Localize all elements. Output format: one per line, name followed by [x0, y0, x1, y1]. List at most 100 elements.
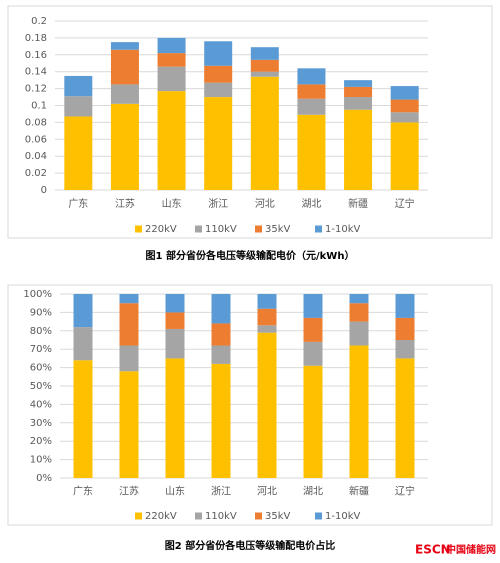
legend-label: 110kV	[205, 224, 237, 235]
watermark-site: 中国储能网	[446, 543, 496, 556]
bar-segment	[204, 41, 233, 66]
x-tick-label: 湖北	[303, 486, 323, 498]
bar-segment	[157, 53, 186, 67]
bar-segment	[119, 345, 139, 372]
bar-segment	[303, 294, 323, 318]
y-tick-label: 0%	[36, 473, 52, 484]
caption: 图1 部分省份各电压等级输配电价（元/kWh）	[146, 249, 355, 262]
bar-segment	[390, 112, 419, 123]
bar-segment	[257, 332, 277, 478]
bar-segment	[73, 360, 93, 478]
x-tick-label: 江苏	[115, 197, 135, 210]
bar-segment	[165, 312, 185, 329]
bar-segment	[395, 340, 415, 359]
y-tick-label: 30%	[30, 418, 52, 429]
bar-segment	[257, 308, 277, 326]
bar-segment	[204, 97, 233, 190]
bar-segment	[349, 294, 369, 304]
x-tick-label: 湖北	[301, 198, 321, 210]
bar-segment	[297, 98, 326, 115]
y-tick-label: 80%	[30, 326, 52, 337]
chart-frame	[7, 284, 493, 526]
bar-segment	[73, 327, 93, 361]
legend-swatch	[315, 512, 322, 520]
bar-segment	[157, 91, 186, 190]
y-tick-label: 70%	[30, 344, 52, 355]
x-tick-label: 山东	[165, 485, 185, 498]
y-tick-label: 40%	[30, 399, 52, 410]
bar-segment	[110, 103, 139, 190]
y-tick-label: 60%	[30, 363, 52, 374]
legend-label: 220kV	[145, 511, 177, 522]
bar-segment	[250, 71, 279, 77]
x-tick-label: 江苏	[119, 485, 139, 498]
bar-segment	[250, 47, 279, 60]
bar-segment	[119, 371, 139, 478]
bar-segment	[110, 49, 139, 85]
bar-segment	[303, 317, 323, 342]
y-tick-label: 0.1	[31, 101, 47, 112]
legend-label: 35kV	[265, 511, 291, 522]
legend-swatch	[255, 225, 262, 233]
y-tick-label: 90%	[30, 307, 52, 318]
y-tick-label: 10%	[30, 455, 52, 466]
legend-swatch	[315, 225, 322, 233]
x-tick-label: 河北	[257, 486, 277, 498]
y-tick-label: 0	[41, 185, 47, 196]
x-tick-label: 辽宁	[395, 197, 415, 210]
bar-segment	[390, 99, 419, 113]
bar-segment	[165, 358, 185, 478]
legend-swatch	[195, 225, 202, 233]
bar-segment	[119, 303, 139, 346]
x-tick-label: 浙江	[211, 486, 231, 498]
x-tick-label: 新疆	[349, 485, 369, 498]
bar-segment	[64, 75, 93, 97]
bar-segment	[303, 341, 323, 366]
y-tick-label: 0.08	[25, 117, 47, 128]
legend-label: 1-10kV	[325, 511, 360, 522]
legend-swatch	[135, 225, 142, 233]
x-tick-label: 新疆	[348, 197, 368, 210]
legend-swatch	[195, 512, 202, 520]
bar-segment	[349, 345, 369, 478]
y-tick-label: 20%	[30, 436, 52, 447]
bar-segment	[73, 294, 93, 328]
x-tick-label: 山东	[162, 197, 182, 210]
x-tick-label: 河北	[255, 198, 275, 210]
bar-segment	[165, 294, 185, 313]
bar-segment	[110, 42, 139, 50]
bar-segment	[250, 76, 279, 190]
legend-label: 35kV	[265, 224, 291, 235]
watermark-brand: ESCN	[415, 543, 451, 557]
y-tick-label: 0.06	[25, 134, 47, 145]
bar-segment	[395, 317, 415, 340]
bar-segment	[344, 86, 373, 98]
bar-segment	[390, 122, 419, 190]
chart-frame	[7, 5, 493, 239]
bar-segment	[119, 294, 139, 304]
y-tick-label: 0.04	[25, 151, 47, 162]
bar-segment	[211, 323, 231, 346]
bar-segment	[297, 68, 326, 85]
bar-segment	[204, 65, 233, 83]
bar-segment	[257, 294, 277, 309]
bar-segment	[257, 325, 277, 333]
bar-segment	[395, 294, 415, 318]
y-tick-label: 0.14	[25, 67, 47, 78]
x-tick-label: 广东	[68, 197, 88, 210]
bar-segment	[157, 37, 186, 54]
bar-segment	[204, 82, 233, 98]
bar-segment	[250, 59, 279, 72]
bar-segment	[64, 116, 93, 190]
caption: 图2 部分省份各电压等级输配电价占比	[165, 539, 335, 552]
y-tick-label: 0.2	[31, 16, 47, 27]
legend-label: 220kV	[145, 224, 177, 235]
x-tick-label: 辽宁	[395, 485, 415, 498]
legend-swatch	[135, 512, 142, 520]
bar-segment	[211, 345, 231, 364]
bar-segment	[344, 109, 373, 190]
y-tick-label: 0.18	[25, 33, 47, 44]
legend-label: 1-10kV	[325, 224, 360, 235]
y-tick-label: 0.16	[25, 50, 47, 61]
